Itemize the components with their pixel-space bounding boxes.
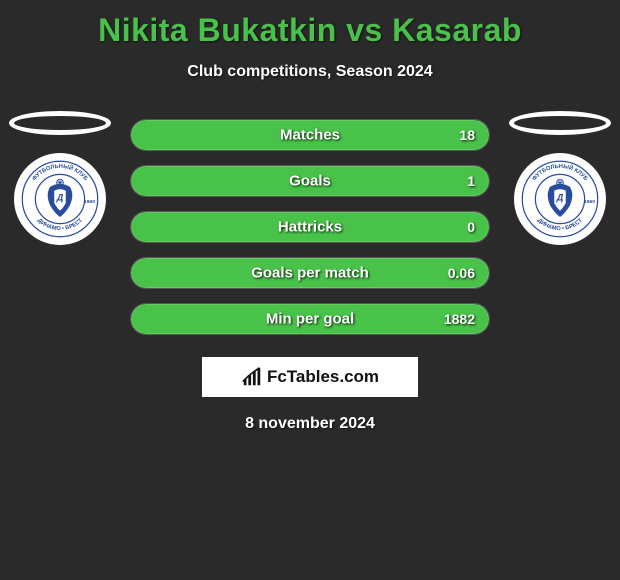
player-left-avatar-placeholder [9, 111, 111, 135]
club-badge-icon: ФУТБОЛЬНЫЙ КЛУБ ДИНАМО • БРЕСТ 1960 Д [519, 158, 601, 240]
player-left-club-badge: ФУТБОЛЬНЫЙ КЛУБ ДИНАМО • БРЕСТ 1960 Д [14, 153, 106, 245]
stat-row: Goals per match 0.06 [130, 257, 490, 289]
svg-text:Д: Д [56, 193, 64, 203]
player-left-profile: ФУТБОЛЬНЫЙ КЛУБ ДИНАМО • БРЕСТ 1960 Д [0, 111, 120, 245]
stat-label: Hattricks [278, 219, 342, 236]
stat-value-right: 1882 [444, 311, 475, 327]
stat-row: Matches 18 [130, 119, 490, 151]
stat-label: Matches [280, 127, 340, 144]
svg-text:1960: 1960 [584, 199, 595, 205]
watermark: FcTables.com [202, 357, 418, 397]
club-badge-icon: ФУТБОЛЬНЫЙ КЛУБ ДИНАМО • БРЕСТ 1960 Д [19, 158, 101, 240]
stat-value-right: 1 [467, 173, 475, 189]
page-title: Nikita Bukatkin vs Kasarab [0, 0, 620, 49]
stat-label: Goals per match [251, 265, 369, 282]
stat-value-right: 18 [459, 127, 475, 143]
page-subtitle: Club competitions, Season 2024 [0, 63, 620, 81]
player-right-avatar-placeholder [509, 111, 611, 135]
stat-value-right: 0 [467, 219, 475, 235]
stat-bars: Matches 18 Goals 1 Hattricks 0 Goals per match… [130, 119, 490, 335]
stat-value-right: 0.06 [448, 265, 475, 281]
stat-label: Goals [289, 173, 331, 190]
stat-label: Min per goal [266, 311, 354, 328]
comparison-content: ФУТБОЛЬНЫЙ КЛУБ ДИНАМО • БРЕСТ 1960 Д ФУ… [0, 119, 620, 433]
player-right-profile: ФУТБОЛЬНЫЙ КЛУБ ДИНАМО • БРЕСТ 1960 Д [500, 111, 620, 245]
stat-row: Min per goal 1882 [130, 303, 490, 335]
watermark-text: FcTables.com [267, 367, 379, 387]
chart-icon [241, 366, 263, 388]
svg-text:Д: Д [556, 193, 564, 203]
stat-row: Hattricks 0 [130, 211, 490, 243]
player-right-club-badge: ФУТБОЛЬНЫЙ КЛУБ ДИНАМО • БРЕСТ 1960 Д [514, 153, 606, 245]
date-text: 8 november 2024 [0, 415, 620, 433]
stat-row: Goals 1 [130, 165, 490, 197]
svg-text:1960: 1960 [84, 199, 95, 205]
